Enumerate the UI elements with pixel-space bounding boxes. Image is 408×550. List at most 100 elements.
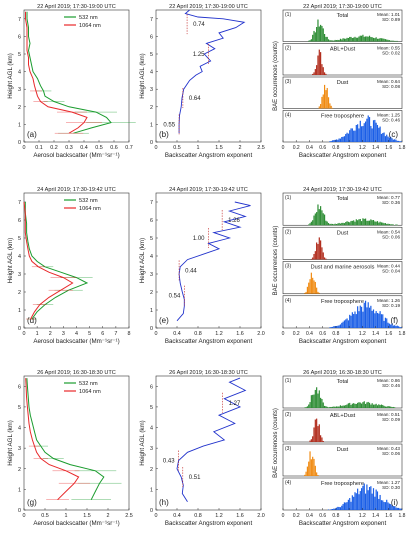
subpanel-number: (4) <box>285 113 291 119</box>
histogram-bar <box>364 300 367 328</box>
colA-panel-0: 22 April 2019; 17:30-19:00 UTC 0 0.1 0.2 0.3… <box>7 4 136 159</box>
x-tick-label: 0 <box>155 513 158 519</box>
histogram-bar <box>351 495 353 510</box>
x-tick-label: 0.2 <box>293 145 300 151</box>
histogram-bar <box>335 40 338 42</box>
histogram-bar <box>309 40 311 42</box>
y-tick-label: 2 <box>150 290 153 296</box>
histogram-bar <box>382 133 384 142</box>
y-tick-label: 0 <box>18 140 21 146</box>
y-tick-label: 2 <box>18 290 21 296</box>
histogram-bar <box>327 509 330 510</box>
histogram-bar <box>338 138 340 142</box>
x-tick-label: 1.6 <box>385 145 392 151</box>
histogram-bar <box>338 325 340 328</box>
subpanel-number: (2) <box>285 412 291 418</box>
histogram-bar <box>323 214 326 226</box>
histogram-bar <box>322 28 324 42</box>
histogram-bar <box>383 405 385 408</box>
histogram-bar <box>345 134 347 142</box>
histogram-bar <box>382 314 384 328</box>
x-tick-label: 0.5 <box>41 513 49 519</box>
histogram-bar <box>355 403 357 408</box>
histogram-bar <box>357 124 359 142</box>
y-tick-label: 6 <box>150 384 153 390</box>
histogram-bar <box>308 224 310 226</box>
histogram-bar <box>337 223 339 226</box>
y-tick-label: 5 <box>18 236 21 242</box>
histogram-bar <box>345 222 347 226</box>
histogram-bar <box>337 39 339 42</box>
histogram-bar <box>341 39 343 42</box>
histogram-bar <box>343 38 346 42</box>
histogram-bar <box>337 406 339 408</box>
histogram-bar <box>395 507 397 510</box>
bae-annotation: 0.51 <box>189 475 201 481</box>
histogram-bar <box>333 140 335 142</box>
x-tick-label: 0.8 <box>332 145 339 151</box>
histogram-bar <box>345 502 347 510</box>
axes-frame <box>155 375 262 511</box>
histogram-bar <box>361 403 363 408</box>
y-tick-label: 2 <box>150 467 153 473</box>
histogram-bar <box>353 130 355 142</box>
x-tick-label: 1 <box>197 145 200 151</box>
histogram-bar <box>339 507 342 510</box>
histogram-bar <box>390 324 392 328</box>
subpanel-sd: SD: 0.89 <box>382 17 400 22</box>
histogram-bar <box>380 500 383 510</box>
histogram-bar <box>367 36 369 42</box>
histogram-bar <box>334 139 336 142</box>
histogram-bar <box>306 286 308 294</box>
subpanel-mean: Mean: 0.43 <box>377 446 400 451</box>
histogram-bar <box>325 220 327 226</box>
histogram-bar <box>374 119 376 142</box>
histogram-bar <box>333 508 335 510</box>
histogram-bar <box>339 38 342 42</box>
subpanel-sd: SD: 0.19 <box>382 303 400 308</box>
histogram-bar <box>370 125 372 142</box>
y-tick-label: 3 <box>150 446 153 452</box>
axes-frame <box>155 9 262 143</box>
histogram-bar <box>380 222 383 226</box>
histogram-bar <box>312 456 314 476</box>
x-tick-label: 3 <box>62 331 65 337</box>
x-tick-label: 0.4 <box>173 331 181 337</box>
y-tick-label: 5 <box>18 52 21 58</box>
histogram-bar <box>359 402 361 408</box>
histogram-bar <box>394 506 396 510</box>
x-tick-label: 0.4 <box>306 331 313 337</box>
subpanel-label: Dust and marine aerosols <box>311 265 375 271</box>
histogram-bar <box>335 139 338 142</box>
histogram-bar <box>326 406 328 408</box>
histogram-bar <box>375 489 377 510</box>
histogram-bar <box>351 128 353 142</box>
x-tick-label: 1.4 <box>372 145 379 151</box>
subpanel-number: (3) <box>285 446 291 452</box>
histogram-bar <box>343 320 346 328</box>
histogram-bar <box>376 405 379 408</box>
histogram-bar <box>321 437 323 442</box>
y-axis-label: Height AGL (km) <box>7 238 14 284</box>
histogram-bar <box>310 439 312 442</box>
y-tick-label: 4 <box>18 254 21 260</box>
histogram-bar <box>322 440 324 442</box>
histogram-bar <box>364 218 367 226</box>
histogram-bar <box>396 40 398 42</box>
histogram-bar <box>367 115 369 142</box>
y-tick-label: 1 <box>150 487 153 493</box>
histogram-bar <box>314 251 316 260</box>
histogram-bar <box>351 38 353 42</box>
histogram-bar <box>392 224 394 226</box>
histogram-bar <box>362 218 364 226</box>
y-tick-label: 1 <box>18 308 21 314</box>
x-axis-label: Aerosol backscatter (Mm⁻¹sr⁻¹) <box>33 338 119 345</box>
histogram-bar <box>379 405 381 408</box>
histogram-bar <box>351 403 353 408</box>
histogram-bar <box>325 36 327 42</box>
histogram-bar <box>378 38 380 42</box>
histogram-bar <box>318 26 320 42</box>
